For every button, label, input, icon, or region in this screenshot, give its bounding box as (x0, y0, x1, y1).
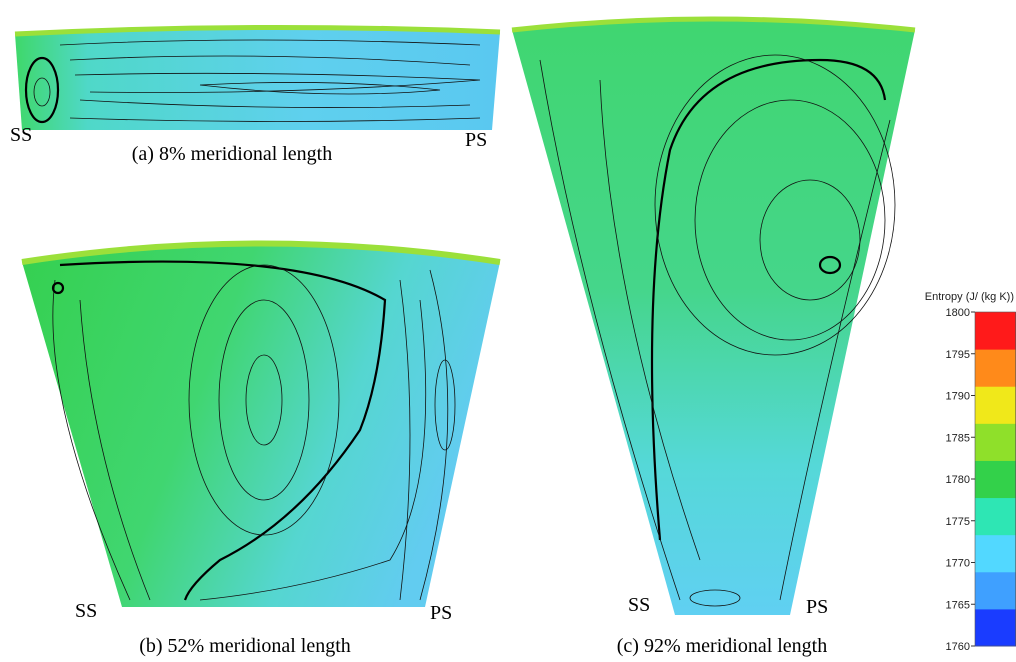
ss-label: SS (10, 124, 32, 146)
colorbar-tick-label: 1760 (946, 641, 970, 653)
colorbar-band (975, 312, 1016, 350)
caption: (a) 8% meridional length (132, 143, 333, 165)
streamlines (51, 260, 456, 601)
colorbar-band (975, 608, 1016, 647)
colorbar: Entropy (J/ (kg K)) 1760 1765 1770 1775 1780… (925, 291, 1016, 653)
ps-label: PS (465, 129, 487, 151)
ps-label: PS (806, 596, 828, 618)
colorbar-band (975, 571, 1016, 610)
caption: (b) 52% meridional length (139, 635, 351, 657)
colorbar-tick-label: 1780 (946, 474, 970, 486)
tip-band (511, 16, 916, 33)
caption: (c) 92% meridional length (617, 635, 828, 657)
panel-c: SS PS (c) 92% meridional length (511, 16, 916, 657)
panel-a: SS PS (a) 8% meridional length (10, 24, 501, 165)
colorbar-tick-label: 1765 (946, 599, 970, 611)
colorbar-tick-label: 1775 (946, 516, 970, 528)
streamlines (539, 54, 896, 607)
colorbar-band (975, 460, 1016, 499)
tip-band (14, 24, 501, 37)
colorbar-tick-label: 1800 (946, 307, 970, 319)
ss-label: SS (628, 594, 650, 616)
colorbar-band (975, 349, 1016, 387)
colorbar-tick-label: 1770 (946, 558, 970, 570)
colorbar-band (975, 386, 1016, 424)
colorbar-title: Entropy (J/ (kg K)) (925, 291, 1014, 303)
tip-band (21, 240, 501, 265)
colorbar-band (975, 497, 1016, 536)
colorbar-tick-label: 1795 (946, 349, 970, 361)
contour-region (15, 27, 500, 130)
panel-b: SS PS (b) 52% meridional length (21, 240, 501, 657)
ps-label: PS (430, 602, 452, 624)
ss-label: SS (75, 600, 97, 622)
colorbar-band (975, 423, 1016, 461)
contour-region (512, 19, 915, 615)
contour-region (22, 243, 500, 607)
colorbar-band (975, 534, 1016, 573)
streamlines (24, 39, 481, 124)
colorbar-tick-label: 1790 (946, 391, 970, 403)
colorbar-tick-label: 1785 (946, 432, 970, 444)
